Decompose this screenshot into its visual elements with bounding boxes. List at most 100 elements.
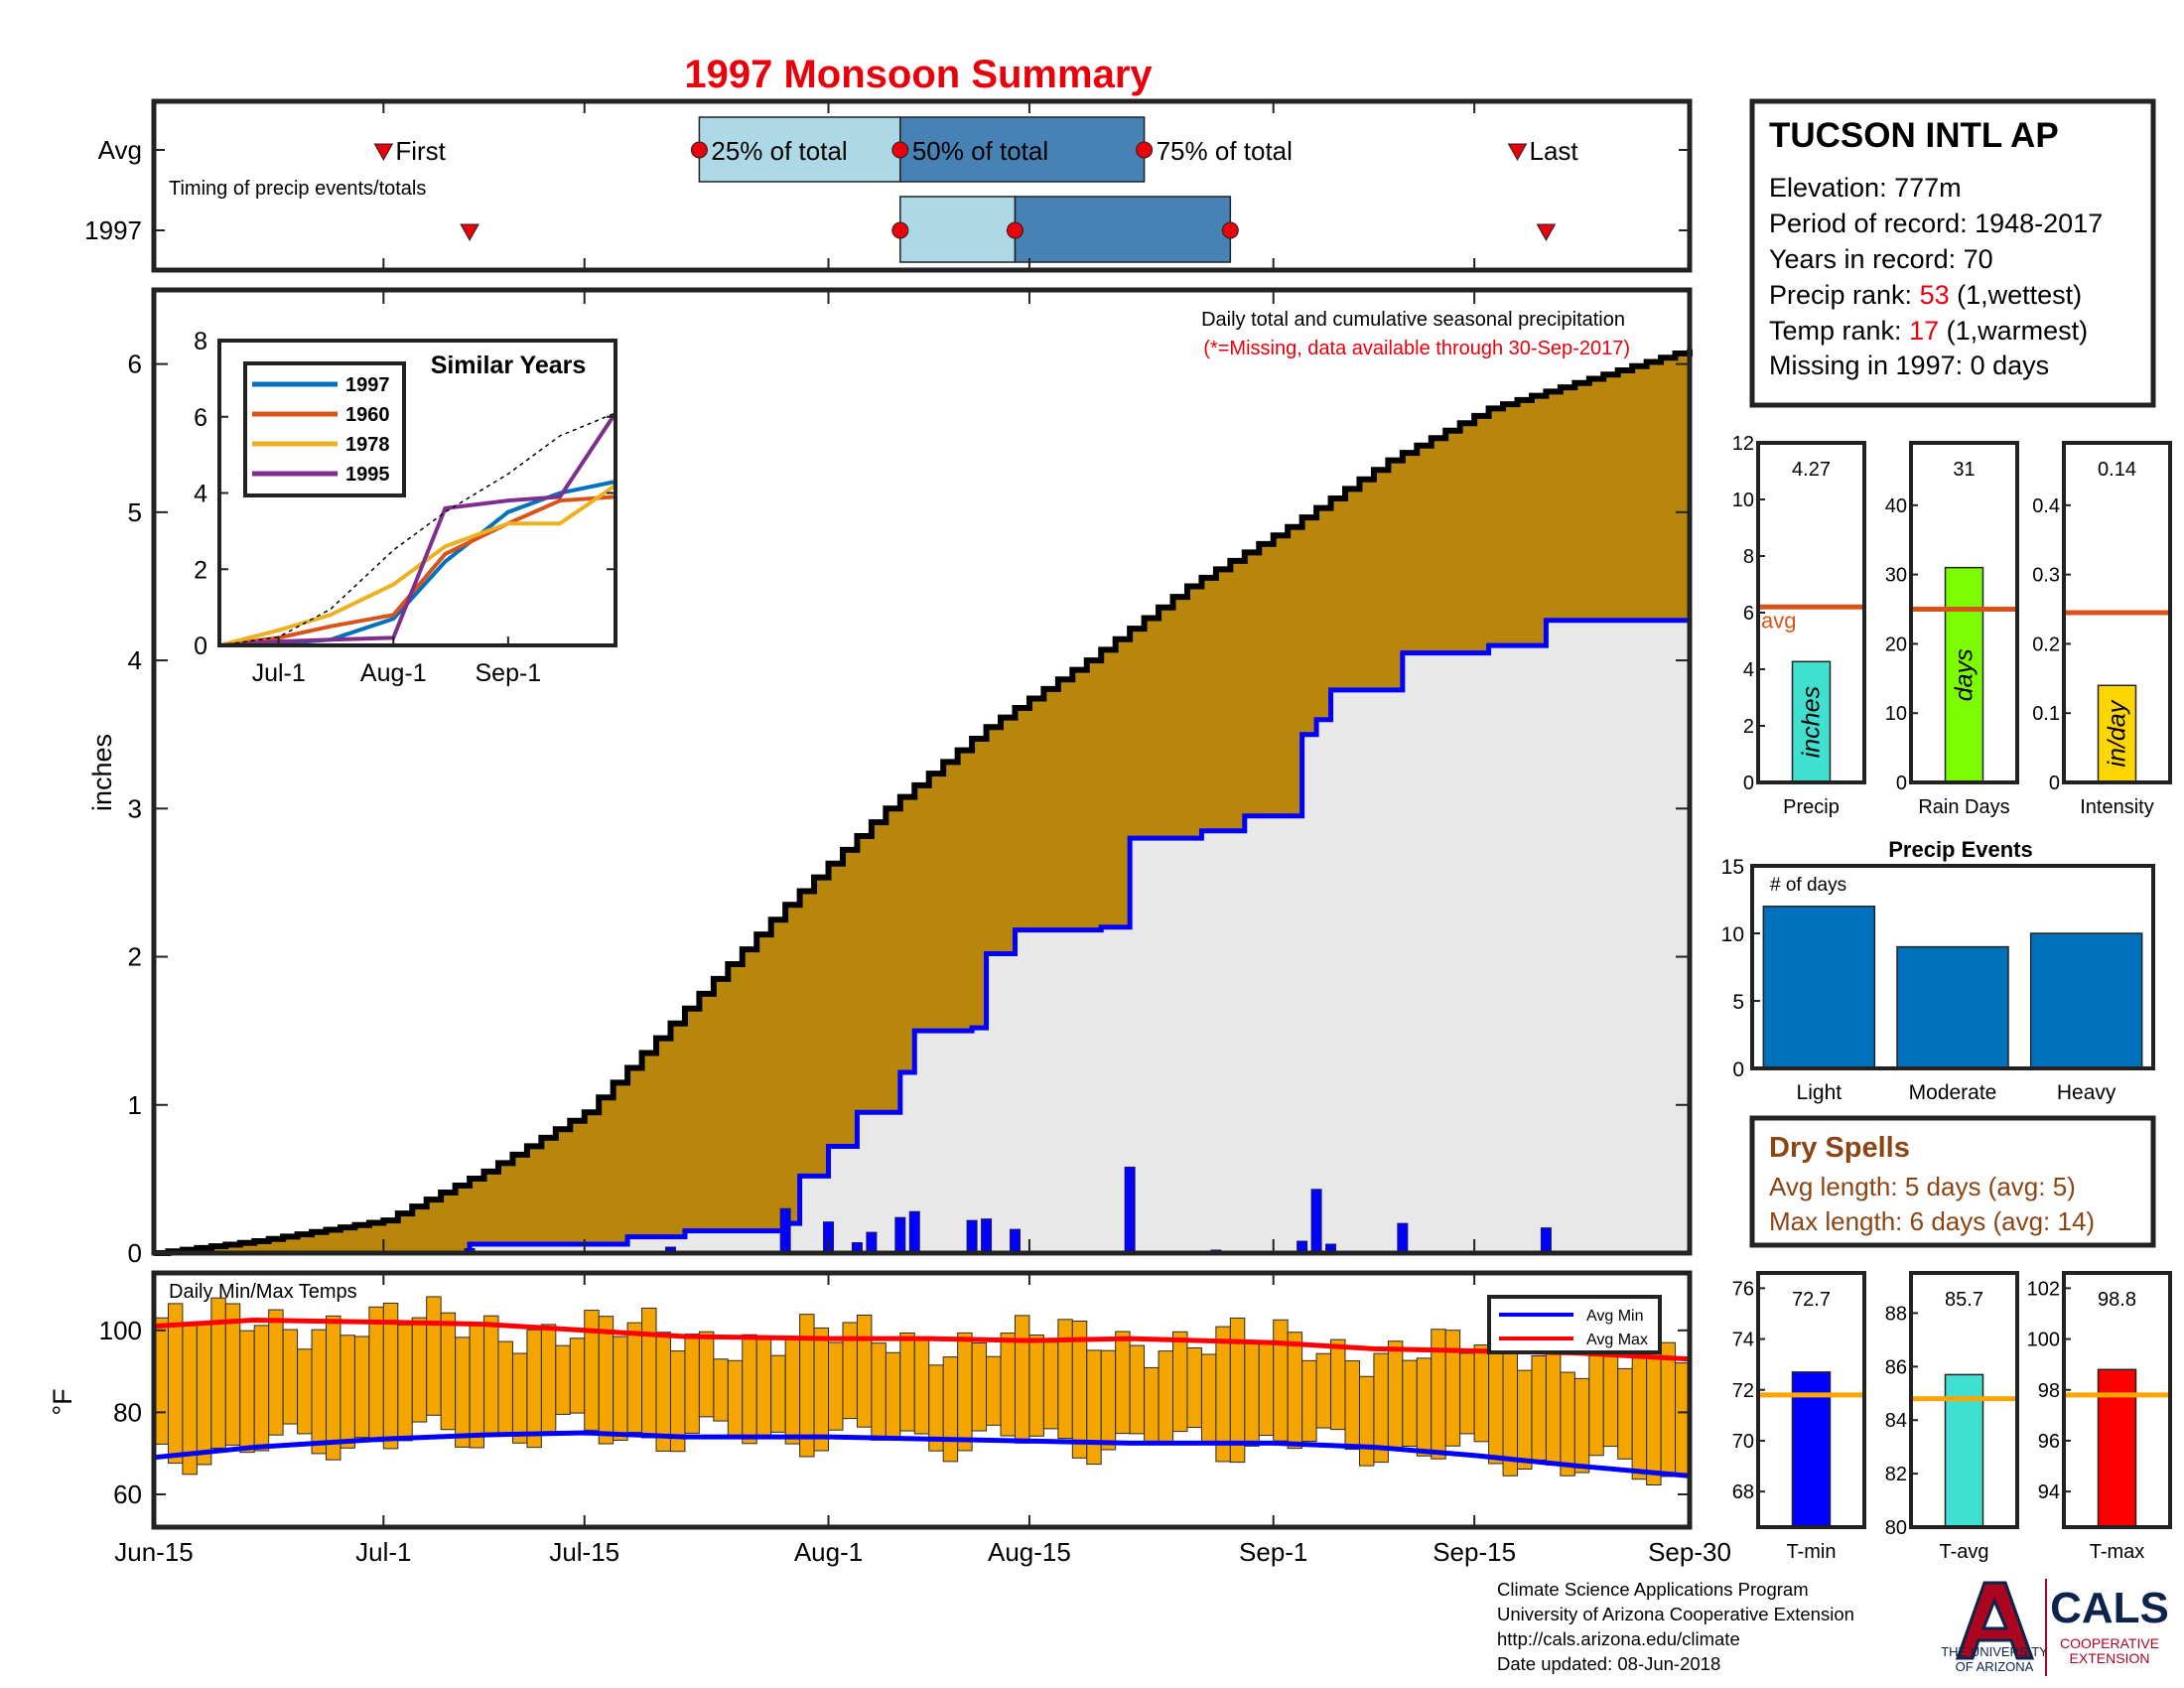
daily-temp-bar [555,1344,571,1415]
events-title: Precip Events [1888,837,2033,862]
timing-subtitle: Timing of precip events/totals [169,178,426,200]
daily-temp-bar [1416,1357,1433,1457]
daily-temp-bar [455,1336,471,1448]
tavg-frame [1909,1271,2019,1529]
daily-temp-bar [1459,1352,1475,1435]
intensity-ytick-label: 0.2 [2032,633,2060,655]
daily-temp-bar [770,1354,786,1433]
daily-temp-bar [1086,1349,1102,1466]
daily-temp-bar [899,1333,915,1432]
x-tick-label: Aug-1 [794,1537,863,1567]
daily-temp-bar [340,1335,355,1449]
precip-total-ytick-label: 2 [1743,716,1754,738]
station-period: Period of record: 1948-2017 [1769,209,2103,238]
tmin-frame [1756,1271,1866,1529]
daily-precip-bar [1124,1166,1136,1254]
inset-ytick-label: 6 [194,404,207,432]
daily-temp-bar [1244,1340,1260,1447]
daily-temp-bar [1444,1330,1461,1447]
daily-temp-bar [871,1342,887,1441]
avg-remaining-area [154,620,1690,1253]
tavg-panel: 80 82 84 86 88 85.7 T-avg [1885,1271,2019,1563]
year-q50-marker [1006,221,1024,239]
daily-temp-bar [1287,1332,1303,1450]
daily-temp-bar [885,1351,901,1441]
daily-temp-bar [755,1336,772,1437]
timing-axis-ticks [154,149,1690,231]
station-info-box: TUCSON INTL AP Elevation: 777m Period of… [1749,98,2156,408]
tmin-xlabel: T-min [1787,1541,1837,1563]
tmin-ytick-label: 68 [1732,1481,1754,1503]
daily-temp-bar [1358,1375,1375,1467]
avg-first-marker [373,143,394,162]
precip-total-panel: 0 2 4 6 8 10 12 4.27 Precip inches avg [1732,433,1866,818]
precip-total-inside-label: inches [1798,686,1826,758]
inset-ytick-label: 4 [194,481,207,508]
tmax-ytick-label: 102 [2027,1278,2060,1300]
precip-total-value-label: 4.27 [1792,459,1831,481]
precip-total-bar [1791,660,1832,783]
avg-q50-q75-box [899,116,1146,183]
temp-ytick-label: 80 [113,1397,142,1427]
daily-temp-bar [1186,1346,1202,1429]
x-tick-label: Jul-1 [355,1537,411,1567]
timing-avg-label: Avg [98,135,142,165]
daily-temp-bar [1158,1350,1174,1445]
inset-ytick-label: 8 [194,328,207,355]
avg-last-marker [1507,143,1528,162]
daily-temp-bar [1560,1371,1575,1477]
events-xlabel: Moderate [1909,1081,1997,1104]
rain-days-frame [1909,441,2019,784]
daily-temp-bar [1531,1354,1547,1461]
intensity-ytick-label: 0.4 [2032,495,2060,517]
events-xlabel: Light [1797,1081,1843,1104]
daily-temp-bar [1330,1338,1346,1431]
daily-temp-bar [1042,1341,1059,1430]
temp-legend-frame [1487,1295,1662,1354]
daily-temp-bar [598,1316,614,1445]
events-ytick-label: 0 [1732,1058,1744,1081]
tmax-panel: 94 96 98 100 102 98.8 T-max [2027,1271,2172,1563]
temp-rank-value: 17 [1909,316,1939,346]
daily-temp-bar [613,1336,628,1441]
cals-line1: COOPERATIVE [2060,1635,2159,1651]
intensity-xlabel: Intensity [2080,796,2153,818]
daily-temp-bar [986,1355,1002,1426]
intensity-ytick-label: 0.1 [2032,703,2060,725]
station-temp-rank: Temp rank: 17 (1,warmest) [1769,316,2088,346]
daily-temp-bar [368,1306,384,1443]
daily-temp-bar [469,1325,485,1449]
x-tick-label: Jun-15 [114,1537,194,1567]
station-name: TUCSON INTL AP [1769,116,2059,155]
temp-panel: 60 80 100 °F Daily Min/Max Temps Avg Min A… [48,1270,1693,1530]
daily-temp-bar [268,1309,284,1436]
x-tick-label: Sep-30 [1648,1537,1731,1567]
inset-xtick-label: Jul-1 [252,659,306,687]
daily-temp-bar [1014,1315,1030,1444]
year-q75-marker [1221,221,1239,239]
avg-q25-q50-box [698,116,901,183]
inset-ytick-label: 0 [194,633,207,660]
rain-days-xlabel: Rain Days [1918,796,2009,818]
last-label: Last [1530,136,1579,166]
temp-ytick-label: 60 [113,1479,142,1509]
precip-total-ytick-label: 8 [1743,546,1754,568]
daily-temp-bar [1301,1359,1317,1443]
tmin-panel: 68 70 72 74 76 72.7 T-min [1732,1271,1866,1563]
legend-label-1960: 1960 [345,404,390,426]
tmax-ytick-label: 96 [2038,1431,2060,1453]
dry-spells-title: Dry Spells [1769,1132,1910,1164]
daily-temp-bar [1545,1346,1562,1466]
daily-precip-bar [981,1218,993,1254]
daily-precip-bar [1310,1189,1322,1254]
tmax-frame [2062,1271,2172,1529]
precip-missing-note: (*=Missing, data available through 30-Se… [1203,338,1630,359]
footer-line4: Date updated: 08-Jun-2018 [1497,1653,1721,1674]
temp-legend: Avg Min Avg Max [1487,1295,1662,1354]
daily-precip-bar [1397,1222,1409,1254]
precip-ytick-label: 0 [128,1238,142,1268]
tmin-ytick-label: 74 [1732,1330,1754,1351]
tmin-bar [1791,1371,1832,1528]
tmax-ytick-label: 100 [2027,1330,2060,1351]
intensity-inside-label: in/day [2104,699,2131,767]
